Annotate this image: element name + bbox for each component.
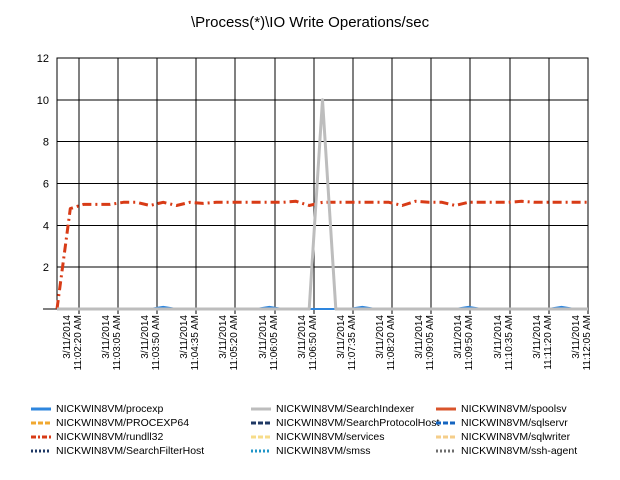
x-tick-label-time: 11:07:35 AM	[347, 315, 358, 370]
chart-title: \Process(*)\IO Write Operations/sec	[190, 14, 430, 31]
x-tick-label: 3/11/2014 11:07:35 AM	[336, 315, 358, 371]
x-tick-label-date: 3/11/2014	[493, 315, 504, 359]
x-tick-label-date: 3/11/2014	[532, 315, 543, 359]
legend-swatch	[436, 435, 456, 439]
series-line-rundll32	[55, 199, 588, 310]
y-tick-label: 2	[43, 262, 49, 274]
x-tick-label: 3/11/2014 11:12:05 AM	[571, 315, 593, 371]
legend-swatch	[31, 435, 51, 439]
x-tick-label-date: 3/11/2014	[571, 315, 582, 359]
x-tick-label-time: 11:06:05 AM	[269, 315, 280, 370]
x-tick-label-date: 3/11/2014	[179, 315, 190, 359]
legend-swatch	[436, 407, 456, 411]
x-tick-label-time: 11:03:50 AM	[151, 315, 162, 370]
x-tick-label-date: 3/11/2014	[336, 315, 347, 359]
legend-swatch	[251, 435, 271, 439]
x-tick-label-date: 3/11/2014	[297, 315, 308, 359]
legend-label: NICKWIN8VM/services	[276, 431, 385, 443]
x-tick-label-date: 3/11/2014	[375, 315, 386, 359]
x-tick-label: 3/11/2014 11:11:20 AM	[532, 315, 554, 370]
legend-label: NICKWIN8VM/SearchProtocolHost	[276, 417, 440, 429]
legend-swatch	[31, 449, 51, 453]
legend-label: NICKWIN8VM/PROCEXP64	[56, 417, 190, 429]
legend-label: NICKWIN8VM/rundll32	[56, 431, 164, 443]
legend-swatch	[436, 449, 456, 453]
legend-swatch	[31, 421, 51, 425]
y-tick-label: 12	[37, 53, 49, 65]
x-tick-label-time: 11:09:50 AM	[464, 315, 475, 370]
y-tick-label: 6	[43, 179, 49, 191]
x-tick-label-time: 11:02:20 AM	[73, 315, 84, 370]
legend-label: NICKWIN8VM/spoolsv	[461, 403, 567, 415]
legend-swatch	[251, 421, 271, 425]
legend-swatch	[251, 449, 271, 453]
series-line-searchindexer	[57, 98, 588, 311]
x-tick-label-date: 3/11/2014	[453, 315, 464, 359]
legend-swatch	[436, 421, 456, 425]
x-tick-label-date: 3/11/2014	[414, 315, 425, 359]
x-tick-label: 3/11/2014 11:05:20 AM	[218, 315, 240, 371]
x-tick-label-date: 3/11/2014	[258, 315, 269, 359]
x-tick-label-date: 3/11/2014	[62, 315, 73, 359]
legend-label: NICKWIN8VM/SearchIndexer	[276, 403, 415, 415]
y-tick-label: 8	[43, 137, 49, 149]
x-tick-label: 3/11/2014 11:10:35 AM	[493, 315, 515, 371]
legend-label: NICKWIN8VM/procexp	[56, 403, 164, 415]
x-tick-label: 3/11/2014 11:03:05 AM	[101, 315, 123, 371]
x-tick-labels: 3/11/2014 11:02:20 AM 3/11/2014 11:03:05 AM…	[62, 315, 593, 371]
x-tick-label: 3/11/2014 11:09:50 AM	[453, 315, 475, 371]
legend-label: NICKWIN8VM/SearchFilterHost	[56, 445, 205, 457]
x-tick-label-date: 3/11/2014	[140, 315, 151, 359]
x-tick-label: 3/11/2014 11:03:50 AM	[140, 315, 162, 371]
x-tick-label-time: 11:09:05 AM	[425, 315, 436, 370]
y-tick-labels: 12 10 8 6 4 2	[37, 53, 49, 274]
series-layer	[55, 98, 588, 311]
x-tick-label-time: 11:12:05 AM	[582, 315, 593, 370]
legend-label: NICKWIN8VM/sqlservr	[461, 417, 568, 429]
x-tick-label-time: 11:06:50 AM	[308, 315, 319, 370]
x-tick-label: 3/11/2014 11:06:50 AM	[297, 315, 319, 371]
x-tick-label-time: 11:05:20 AM	[229, 315, 240, 370]
legend-swatch	[31, 407, 51, 411]
x-tick-label: 3/11/2014 11:09:05 AM	[414, 315, 436, 371]
legend-swatch	[251, 407, 271, 411]
x-tick-label-time: 11:10:35 AM	[504, 315, 515, 370]
x-tick-label-time: 11:11:20 AM	[543, 315, 554, 370]
x-tick-label-time: 11:08:20 AM	[386, 315, 397, 370]
x-tick-label-time: 11:03:05 AM	[112, 315, 123, 370]
legend-label: NICKWIN8VM/ssh-agent	[461, 445, 578, 457]
legend-label: NICKWIN8VM/sqlwriter	[461, 431, 571, 443]
axis-layer	[43, 57, 589, 314]
x-tick-label-time: 11:04:35 AM	[190, 315, 201, 370]
y-tick-label: 4	[43, 220, 49, 232]
x-tick-label: 3/11/2014 11:04:35 AM	[179, 315, 201, 371]
x-tick-label: 3/11/2014 11:02:20 AM	[62, 315, 84, 371]
x-tick-label-date: 3/11/2014	[218, 315, 229, 359]
x-tick-label-date: 3/11/2014	[101, 315, 112, 359]
x-tick-label: 3/11/2014 11:06:05 AM	[258, 315, 280, 371]
x-tick-label: 3/11/2014 11:08:20 AM	[375, 315, 397, 371]
y-tick-label: 10	[37, 95, 49, 107]
grid-layer	[57, 57, 589, 309]
legend-label: NICKWIN8VM/smss	[276, 445, 371, 457]
